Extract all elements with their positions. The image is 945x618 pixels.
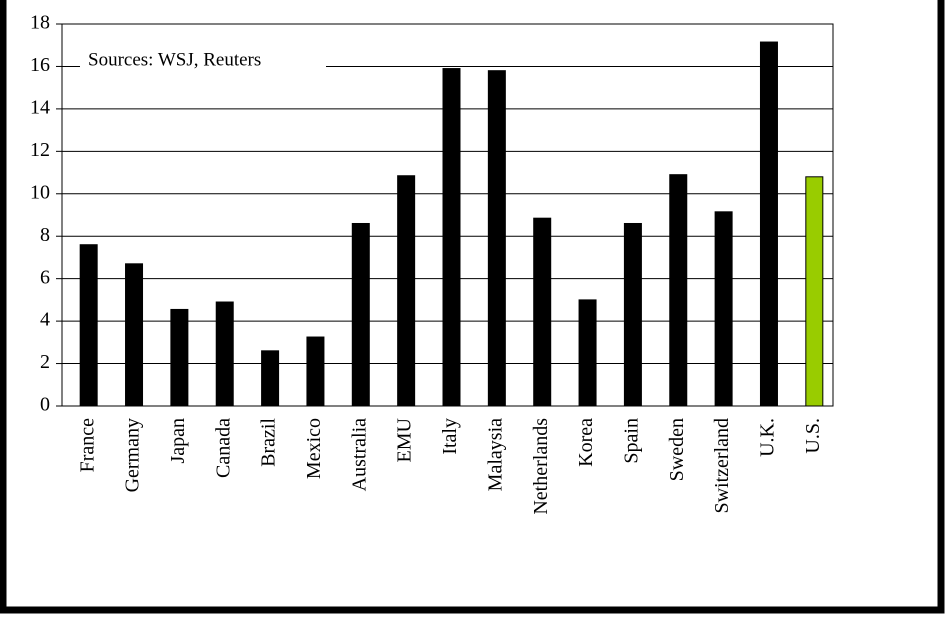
bar bbox=[533, 217, 552, 407]
x-tick-label: Switzerland bbox=[711, 418, 733, 514]
x-tick-label: Netherlands bbox=[530, 418, 552, 515]
bar bbox=[125, 263, 144, 407]
bar bbox=[306, 336, 325, 407]
bar bbox=[759, 41, 778, 407]
x-tick-label: Australia bbox=[348, 418, 370, 491]
y-tick-label: 16 bbox=[30, 54, 50, 76]
bar bbox=[351, 222, 370, 407]
y-tick-label: 10 bbox=[30, 181, 50, 203]
y-tick-label: 6 bbox=[40, 266, 50, 288]
y-tick-label: 2 bbox=[40, 351, 50, 373]
x-tick-label: Canada bbox=[212, 418, 234, 478]
bar bbox=[442, 68, 461, 407]
x-tick-label: Sweden bbox=[666, 418, 688, 481]
bar bbox=[79, 244, 98, 407]
bar bbox=[170, 308, 189, 407]
y-tick-label: 12 bbox=[30, 139, 50, 161]
bar bbox=[397, 175, 416, 407]
x-tick-label: Mexico bbox=[303, 418, 325, 479]
bar bbox=[487, 70, 506, 407]
bar bbox=[669, 174, 688, 407]
x-tick-label: France bbox=[76, 418, 98, 473]
x-tick-label: U.K. bbox=[757, 418, 779, 457]
y-tick-label: 8 bbox=[40, 224, 50, 246]
x-tick-label: Spain bbox=[621, 418, 643, 464]
x-tick-label: Germany bbox=[122, 418, 144, 492]
x-tick-label: EMU bbox=[394, 417, 416, 462]
x-tick-label: Brazil bbox=[258, 418, 280, 467]
y-tick-label: 18 bbox=[30, 12, 50, 34]
y-tick-label: 0 bbox=[40, 394, 50, 416]
x-tick-label: U.S. bbox=[802, 418, 824, 454]
x-tick-label: Malaysia bbox=[484, 418, 506, 491]
x-tick-label: Korea bbox=[575, 418, 597, 467]
annotation: Sources: WSJ, Reuters bbox=[88, 49, 261, 70]
bar bbox=[623, 222, 642, 407]
x-tick-label: Japan bbox=[167, 418, 189, 464]
annotation-box bbox=[80, 46, 326, 76]
bar bbox=[578, 299, 597, 407]
y-tick-label: 4 bbox=[40, 309, 50, 331]
bar bbox=[215, 301, 234, 407]
x-tick-label: Italy bbox=[439, 418, 461, 455]
bar bbox=[805, 176, 824, 407]
bar bbox=[714, 211, 733, 407]
y-tick-label: 14 bbox=[30, 96, 50, 118]
bar bbox=[261, 350, 280, 407]
